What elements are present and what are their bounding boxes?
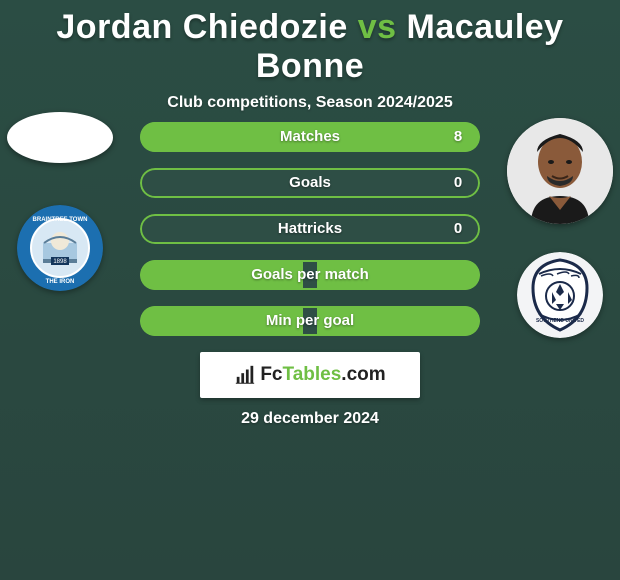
stats-panel: Matches 8 Goals 0 Hattricks 0 Goals per … [140,122,480,352]
player1-name: Jordan Chiedozie [56,8,347,46]
stat-value-right [438,260,478,290]
stat-value-right: 0 [438,168,478,198]
stat-label: Goals per match [140,260,480,290]
branding-dotcom: .com [341,364,385,385]
branding-panel: FcTables.com [200,352,420,398]
player2-avatar [507,118,613,224]
player2-club-badge: SOUTHEND UNITED [517,252,603,338]
stat-label: Goals [140,168,480,198]
branding-tables: Tables [283,364,342,385]
branding-text: FcTables.com [260,364,385,386]
left-column: BRAINTREE TOWN THE IRON 1898 [0,110,120,291]
player1-avatar [7,112,113,163]
stat-label: Hattricks [140,214,480,244]
stat-row-matches: Matches 8 [140,122,480,152]
stat-row-min-per-goal: Min per goal [140,306,480,336]
svg-text:THE IRON: THE IRON [46,279,75,285]
date-text: 29 december 2024 [0,410,620,428]
stat-value-right [438,306,478,336]
stat-value-right: 8 [438,122,478,152]
stat-value-right: 0 [438,214,478,244]
player1-club-badge: BRAINTREE TOWN THE IRON 1898 [17,205,103,291]
stat-label: Min per goal [140,306,480,336]
stat-row-goals: Goals 0 [140,168,480,198]
vs-text: vs [358,8,397,46]
bar-chart-icon [234,364,256,386]
comparison-title: Jordan Chiedozie vs Macauley Bonne [0,0,620,86]
branding-fc: Fc [260,364,282,385]
svg-text:BRAINTREE TOWN: BRAINTREE TOWN [33,217,88,223]
svg-text:1898: 1898 [53,259,67,265]
southend-badge-icon: SOUTHEND UNITED [517,252,603,338]
stat-label: Matches [140,122,480,152]
stat-row-hattricks: Hattricks 0 [140,214,480,244]
right-column: SOUTHEND UNITED [500,118,620,338]
stat-row-goals-per-match: Goals per match [140,260,480,290]
braintree-badge-icon: BRAINTREE TOWN THE IRON 1898 [17,205,103,291]
svg-text:SOUTHEND UNITED: SOUTHEND UNITED [536,318,584,324]
